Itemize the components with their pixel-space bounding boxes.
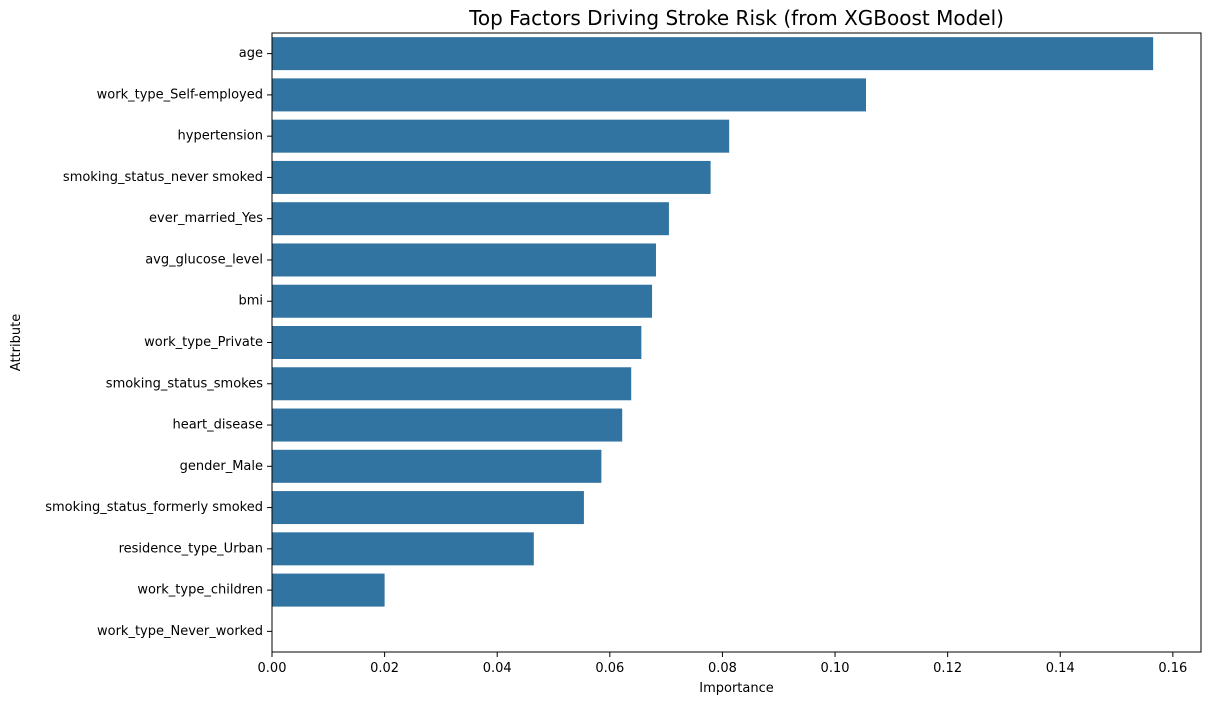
- x-tick-label: 0.10: [821, 661, 850, 676]
- x-axis-ticks: 0.00 0.02 0.04 0.06 0.08 0.10 0.12 0.14 0.16: [258, 652, 1187, 676]
- bar-1: [272, 78, 866, 112]
- bar-3: [272, 160, 711, 194]
- y-tick-label: hypertension: [178, 129, 263, 144]
- x-tick-label: 0.16: [1158, 661, 1187, 676]
- chart-title: Top Factors Driving Stroke Risk (from XG…: [468, 6, 1004, 30]
- x-tick-label: 0.06: [595, 661, 624, 676]
- y-tick-label: work_type_Self-employed: [97, 87, 263, 102]
- y-tick-label: age: [239, 46, 263, 61]
- y-tick-label: work_type_Never_worked: [97, 624, 263, 639]
- x-tick-label: 0.00: [258, 661, 287, 676]
- y-tick-label: heart_disease: [172, 418, 263, 433]
- bar-6: [272, 284, 653, 318]
- bar-4: [272, 202, 669, 236]
- bar-7: [272, 325, 642, 360]
- y-tick-label: smoking_status_never smoked: [63, 170, 263, 185]
- bar-13: [272, 573, 385, 607]
- bar-2: [272, 119, 730, 153]
- y-tick-label: ever_married_Yes: [149, 211, 263, 226]
- x-axis-label: Importance: [699, 681, 774, 696]
- bar-12: [272, 532, 534, 566]
- x-tick-label: 0.02: [370, 661, 399, 676]
- bar-5: [272, 243, 656, 277]
- y-tick-label: avg_glucose_level: [145, 252, 263, 267]
- x-tick-label: 0.14: [1046, 661, 1075, 676]
- x-tick-label: 0.04: [483, 661, 512, 676]
- bar-10: [272, 449, 602, 483]
- plot-frame: [271, 32, 1202, 653]
- y-axis-label: Attribute: [9, 314, 24, 371]
- y-axis-ticks: age work_type_Self-employed hypertension sm…: [45, 46, 272, 639]
- y-tick-label: residence_type_Urban: [119, 541, 263, 556]
- x-tick-label: 0.12: [933, 661, 962, 676]
- bar-0: [272, 37, 1154, 71]
- bar-11: [272, 491, 584, 525]
- y-tick-label: work_type_children: [137, 583, 263, 598]
- y-tick-label: smoking_status_smokes: [106, 376, 263, 391]
- y-tick-label: smoking_status_formerly smoked: [45, 500, 263, 515]
- bar-9: [272, 408, 623, 442]
- y-tick-label: work_type_Private: [144, 335, 263, 350]
- x-tick-label: 0.08: [708, 661, 737, 676]
- y-tick-label: bmi: [238, 294, 263, 309]
- bars-group: [272, 37, 1154, 607]
- bar-8: [272, 367, 632, 401]
- y-tick-label: gender_Male: [180, 459, 263, 474]
